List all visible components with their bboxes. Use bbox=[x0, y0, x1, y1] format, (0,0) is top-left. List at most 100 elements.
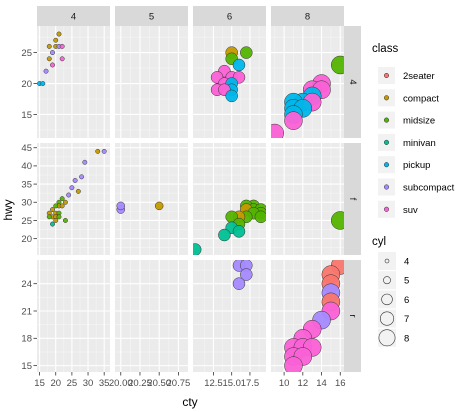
data-point bbox=[232, 225, 246, 238]
panel-background bbox=[115, 26, 188, 138]
y-tick-label: 30 bbox=[21, 198, 32, 209]
legend-size-key bbox=[384, 258, 390, 264]
legend-entry-label: 7 bbox=[404, 314, 409, 325]
y-tick-label: 35 bbox=[21, 179, 32, 190]
legend-key-background bbox=[378, 252, 396, 270]
data-point bbox=[232, 277, 246, 290]
legend-size-key bbox=[378, 329, 396, 347]
data-point bbox=[240, 268, 253, 281]
data-point bbox=[72, 178, 78, 183]
data-point bbox=[50, 207, 55, 212]
x-tick-label: 20.75 bbox=[167, 378, 191, 389]
legend-entry-label: pickup bbox=[403, 160, 430, 171]
legend-entry-label: midsize bbox=[403, 116, 435, 127]
data-point bbox=[59, 43, 65, 49]
data-point bbox=[53, 218, 59, 223]
facet-panel bbox=[271, 143, 344, 255]
data-point bbox=[46, 56, 52, 62]
facet-strip-top bbox=[193, 6, 266, 26]
facet-panel bbox=[115, 26, 188, 138]
x-axis-title: cty bbox=[182, 395, 197, 409]
data-point bbox=[46, 214, 52, 220]
y-axis-title: hwy bbox=[1, 199, 15, 220]
facet-strip-top bbox=[37, 6, 110, 26]
data-point bbox=[53, 203, 59, 209]
legend-key-swatch bbox=[383, 72, 390, 79]
data-point bbox=[66, 192, 72, 198]
panel-background bbox=[37, 260, 110, 372]
data-point bbox=[193, 243, 202, 255]
x-tick-label: 17.5 bbox=[241, 378, 260, 389]
x-tick-label: 12 bbox=[298, 378, 309, 389]
facet-label-col: 6 bbox=[227, 12, 232, 23]
data-point bbox=[69, 185, 75, 191]
data-point bbox=[82, 159, 88, 165]
data-point bbox=[53, 37, 59, 43]
data-point bbox=[50, 221, 55, 227]
legend-title-cyl: cyl bbox=[372, 236, 386, 248]
data-point bbox=[218, 228, 231, 242]
x-tick-label: 10 bbox=[279, 378, 290, 389]
legend-entry-label: 6 bbox=[404, 295, 409, 306]
panel-background bbox=[193, 260, 266, 372]
facet-strip-right bbox=[344, 260, 361, 372]
data-point bbox=[271, 123, 284, 138]
y-tick-label: 24 bbox=[21, 279, 32, 290]
data-point bbox=[331, 55, 344, 75]
legend-key-swatch bbox=[383, 162, 390, 168]
legend-entry-label: 4 bbox=[404, 257, 409, 268]
facet-strip-right bbox=[344, 26, 361, 138]
facet-panel bbox=[37, 143, 110, 255]
x-tick-label: 20 bbox=[50, 378, 61, 389]
facet-label-row: f bbox=[347, 198, 358, 201]
legend-entry-label: subcompact bbox=[403, 183, 455, 194]
data-point bbox=[79, 174, 85, 180]
y-tick-label: 21 bbox=[21, 306, 32, 317]
panel-background bbox=[37, 143, 110, 255]
facet-strip-top bbox=[115, 6, 188, 26]
data-point bbox=[62, 218, 68, 223]
data-point bbox=[240, 46, 253, 59]
x-tick-label: 12.5 bbox=[204, 378, 223, 389]
facet-strips: 4 5 6 8 4 f r bbox=[37, 6, 361, 372]
data-point bbox=[46, 43, 52, 49]
data-point bbox=[62, 199, 68, 205]
legend-entry-label: 5 bbox=[404, 276, 409, 287]
y-tick-label: 20 bbox=[21, 234, 32, 245]
data-point bbox=[59, 196, 65, 202]
legend-key-background bbox=[378, 309, 396, 328]
facet-strip-right bbox=[344, 143, 361, 255]
legend-key-swatch bbox=[383, 95, 390, 101]
y-tick-label: 25 bbox=[21, 48, 32, 59]
x-tick-label: 16 bbox=[335, 378, 346, 389]
data-point bbox=[225, 89, 238, 103]
legend-key-swatch bbox=[383, 206, 390, 212]
data-point bbox=[284, 111, 303, 130]
facet-label-row: 4 bbox=[347, 79, 358, 84]
facet-label-col: 8 bbox=[305, 12, 310, 23]
facet-strip-top bbox=[271, 6, 344, 26]
x-tick-label: 20.50 bbox=[147, 378, 171, 389]
facet-panel bbox=[37, 26, 110, 138]
legend-entry-label: suv bbox=[403, 205, 418, 216]
x-tick-label: 35 bbox=[99, 378, 110, 389]
panel-background bbox=[115, 260, 188, 372]
data-point bbox=[232, 58, 246, 72]
panel-background bbox=[271, 143, 344, 255]
data-point bbox=[254, 210, 266, 224]
data-point bbox=[154, 201, 164, 211]
y-tick-label: 20 bbox=[21, 79, 32, 90]
legend-entry-label: 8 bbox=[404, 333, 409, 344]
legend-size-key bbox=[383, 276, 391, 285]
facet-label-row: r bbox=[347, 314, 358, 317]
x-tick-label: 20.25 bbox=[128, 378, 152, 389]
y-tick-label: 15 bbox=[21, 361, 32, 372]
data-point bbox=[43, 68, 49, 74]
facet-panel bbox=[115, 143, 188, 255]
x-tick-label: 20.00 bbox=[109, 378, 133, 389]
facet-label-col: 5 bbox=[149, 12, 154, 23]
data-point bbox=[284, 356, 303, 372]
legend-key-background bbox=[378, 290, 396, 309]
